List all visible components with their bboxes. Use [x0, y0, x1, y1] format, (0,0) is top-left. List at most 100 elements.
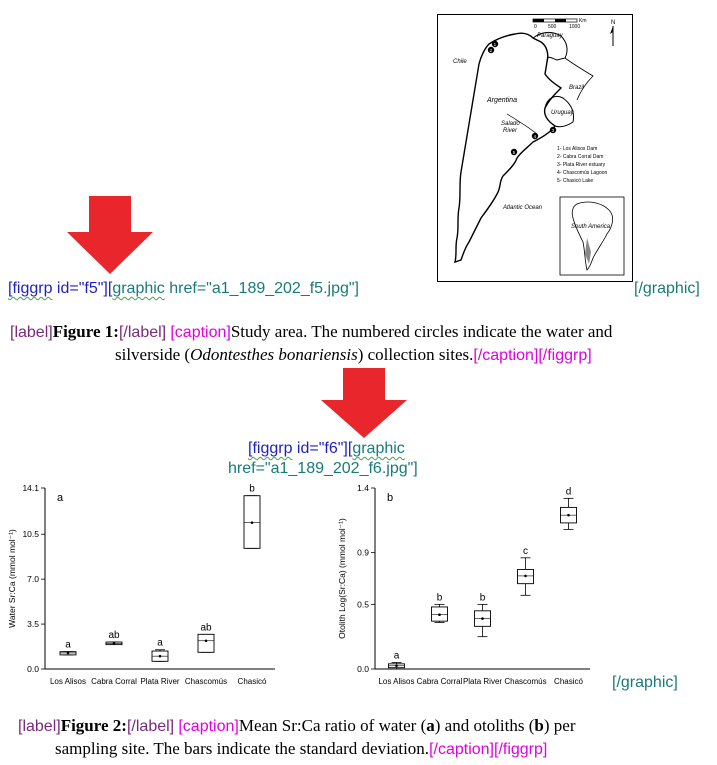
label-salado-1: Salado: [501, 121, 520, 127]
svg-text:4: 4: [534, 134, 537, 139]
group-letter: b: [249, 484, 255, 495]
map-svg: 0 500 1000 Km N Paraguay Chile Argentina…: [437, 14, 633, 282]
fig1-href-attr: href="a1_189_202_f5.jpg"]: [169, 280, 359, 297]
label-salado-2: River: [503, 128, 518, 134]
x-tick-label: Los Alisos: [50, 677, 86, 686]
argentina-outline: [454, 32, 563, 264]
scale-bar: 0 500 1000 Km: [532, 18, 587, 30]
fig2-caption-line1: [label]Figure 2:[/label] [caption]Mean S…: [18, 716, 576, 735]
site-marker-4: 4: [531, 132, 539, 140]
group-letter: a: [157, 638, 163, 649]
group-letter: ab: [200, 622, 212, 633]
box-mean-dot: [438, 613, 441, 616]
group-letter: c: [523, 546, 528, 557]
label-paraguay: Paraguay: [537, 33, 564, 39]
group-letter: a: [394, 651, 400, 662]
site-marker-1: 1: [491, 40, 499, 48]
box-mean-dot: [204, 639, 208, 643]
scale-tick-500: 500: [548, 24, 557, 30]
brazil-coast: [564, 57, 594, 101]
group-letter: b: [480, 592, 486, 603]
box-mean-dot: [481, 617, 484, 620]
svg-text:1: 1: [494, 42, 497, 47]
fig1-caption-line1: [label]Figure 1:[/label] [caption]Study …: [10, 322, 612, 342]
box-3: [197, 633, 215, 653]
legend-item-4: 4- Chascomús Lagoon: [557, 170, 608, 176]
scale-tick-1000: 1000: [569, 24, 580, 30]
panel-label: a: [57, 492, 64, 504]
fig2-href-attr: href="a1_189_202_f6.jpg"]: [228, 460, 418, 477]
uruguay-outline: [544, 95, 574, 128]
x-tick-label: Chascomús: [504, 677, 546, 686]
chart-panel-b: 0.0 0.5 0.9 1.4 Otolith Log(Sr:Ca) (mmol mol…: [328, 480, 610, 690]
scale-tick-0: 0: [534, 24, 537, 30]
fig1-graphic-close: [/graphic]: [634, 280, 700, 297]
legend-item-3: 3- Plata River estuary: [557, 162, 606, 168]
y-tick-label: 0.9: [357, 548, 369, 558]
fig2-caption-close: [/caption][/figgrp]: [429, 741, 548, 758]
site-marker-3: 3: [549, 126, 557, 134]
legend-item-5: 5- Chasicó Lake: [557, 178, 593, 184]
north-arrow-icon: N: [610, 20, 615, 46]
x-tick-label: Chasicó: [238, 677, 267, 686]
x-tick-label: Cabra Corral: [417, 677, 463, 686]
group-letter: ab: [108, 630, 120, 641]
box-mean-dot: [250, 521, 254, 524]
svg-text:5: 5: [513, 150, 516, 155]
panel-label: b: [387, 492, 393, 504]
fig1-graphic-word: graphic: [112, 280, 165, 297]
site-marker-5: 5: [510, 148, 518, 156]
group-letter: a: [65, 640, 71, 651]
chart-b-svg: 0.0 0.5 0.9 1.4 Otolith Log(Sr:Ca) (mmol mol…: [337, 483, 590, 686]
inset-south-america: South America: [559, 196, 625, 276]
y-tick-label: 0.5: [357, 599, 369, 609]
fig1-caption-text1: Study area. The numbered circles indicat…: [230, 322, 613, 341]
site-marker-2: 2: [487, 46, 495, 54]
y-axis-label: Otolith Log(Sr:Ca) (mmol mol⁻¹): [337, 518, 347, 639]
label-south-america: South America: [571, 224, 611, 230]
label-brazil: Brazil: [569, 85, 585, 91]
legend-item-2: 2- Cabra Corral Dam: [557, 154, 603, 160]
label-atlantic: Atlantic Ocean: [502, 205, 543, 211]
box-mean-dot: [567, 513, 570, 517]
x-tick-label: Chasicó: [554, 677, 583, 686]
y-axis-label: Water Sr:Ca (mmol mol⁻¹): [7, 529, 17, 628]
fig1-label-close: [/label]: [118, 324, 167, 341]
paraguay-outline: [532, 31, 568, 63]
fig1-id-attr: id="f5"][: [56, 280, 113, 297]
red-down-arrow-icon: [321, 368, 407, 443]
fig1-species-name: Odontesthes bonariensis: [190, 345, 358, 364]
chart-panel-a: 0.0 3.5 7.0 10.5 14.1 Water Sr:Ca (mmol mol⁻¹…: [0, 480, 310, 690]
fig1-caption-close: [/caption][/figgrp]: [473, 347, 592, 364]
y-tick-label: 10.5: [22, 529, 39, 539]
y-tick-label: 14.1: [22, 483, 39, 493]
y-tick-label: 1.4: [357, 483, 369, 493]
svg-text:3: 3: [552, 128, 555, 133]
x-tick-label: Plata River: [140, 677, 179, 686]
group-letter: b: [437, 592, 443, 603]
x-tick-label: Los Alisos: [378, 677, 414, 686]
map-legend: 1- Los Alisos Dam 2- Cabra Corral Dam 3-…: [557, 146, 608, 184]
fig2-figgrp-open-line1: [figgrp id="f6"][graphic: [248, 440, 405, 457]
box-mean-dot: [158, 654, 162, 658]
fig2-graphic-close: [/graphic]: [612, 674, 678, 691]
fig2-label-text: Figure 2:: [60, 716, 127, 735]
box-mean-dot: [112, 642, 116, 645]
fig2-caption-line2: sampling site. The bars indicate the sta…: [55, 739, 548, 758]
y-tick-label: 0.0: [27, 664, 39, 674]
fig1-caption-open: [caption]: [170, 324, 231, 341]
fig1-label-open: [label]: [10, 324, 53, 341]
legend-item-1: 1- Los Alisos Dam: [557, 146, 597, 152]
y-tick-label: 0.0: [357, 664, 369, 674]
x-tick-label: Plata River: [463, 677, 502, 686]
red-down-arrow-icon: [67, 196, 153, 279]
scale-unit: Km: [579, 18, 587, 24]
fig1-caption-line2: silverside (Odontesthes bonariensis) col…: [115, 345, 592, 364]
fig1-figgrp-open: [figgrp id="f5"][graphic href="a1_189_20…: [8, 280, 359, 298]
box-mean-dot: [524, 574, 527, 578]
label-argentina: Argentina: [486, 97, 517, 104]
fig1-figgrp-tag: [figgrp: [8, 280, 53, 297]
label-chile: Chile: [453, 59, 467, 65]
box-mean-dot: [66, 651, 70, 655]
y-tick-label: 7.0: [27, 574, 39, 584]
